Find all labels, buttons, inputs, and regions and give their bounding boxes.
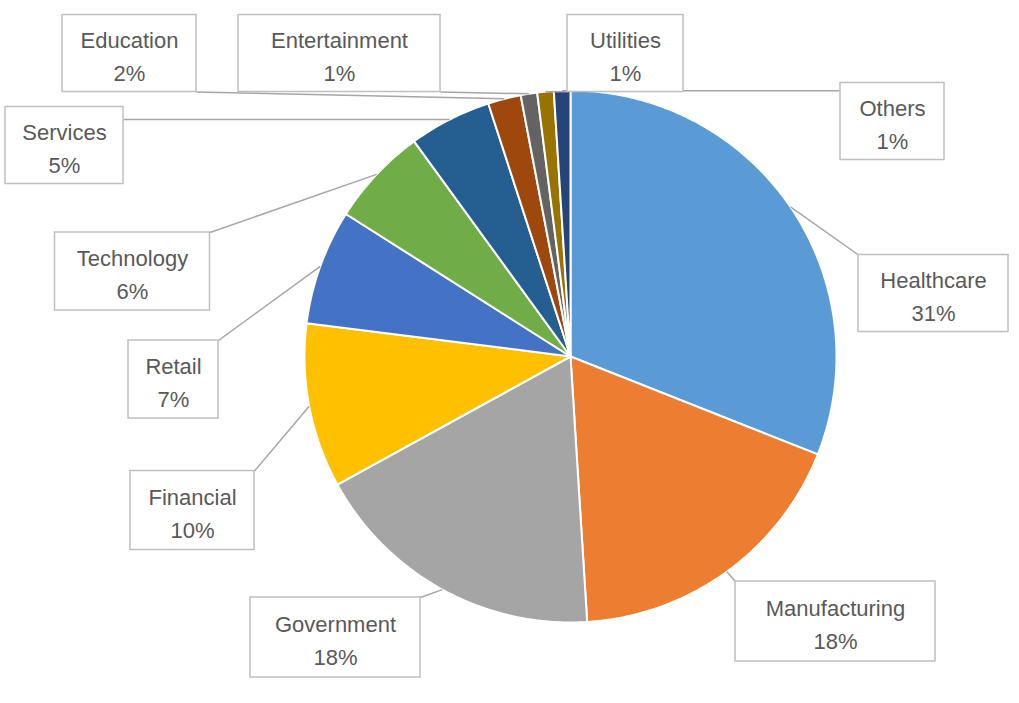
svg-text:Technology6%: Technology6% [77,246,188,304]
svg-text:Education2%: Education2% [81,28,179,86]
svg-text:Manufacturing18%: Manufacturing18% [766,596,905,654]
svg-text:Financial10%: Financial10% [148,485,236,543]
svg-text:Retail7%: Retail7% [145,354,201,412]
svg-text:Government18%: Government18% [275,612,396,670]
svg-text:Utilities1%: Utilities1% [590,28,661,86]
svg-text:Others1%: Others1% [859,96,925,154]
svg-text:Services5%: Services5% [22,120,106,178]
svg-text:Healthcare31%: Healthcare31% [880,268,986,326]
svg-text:Entertainment1%: Entertainment1% [271,28,408,86]
